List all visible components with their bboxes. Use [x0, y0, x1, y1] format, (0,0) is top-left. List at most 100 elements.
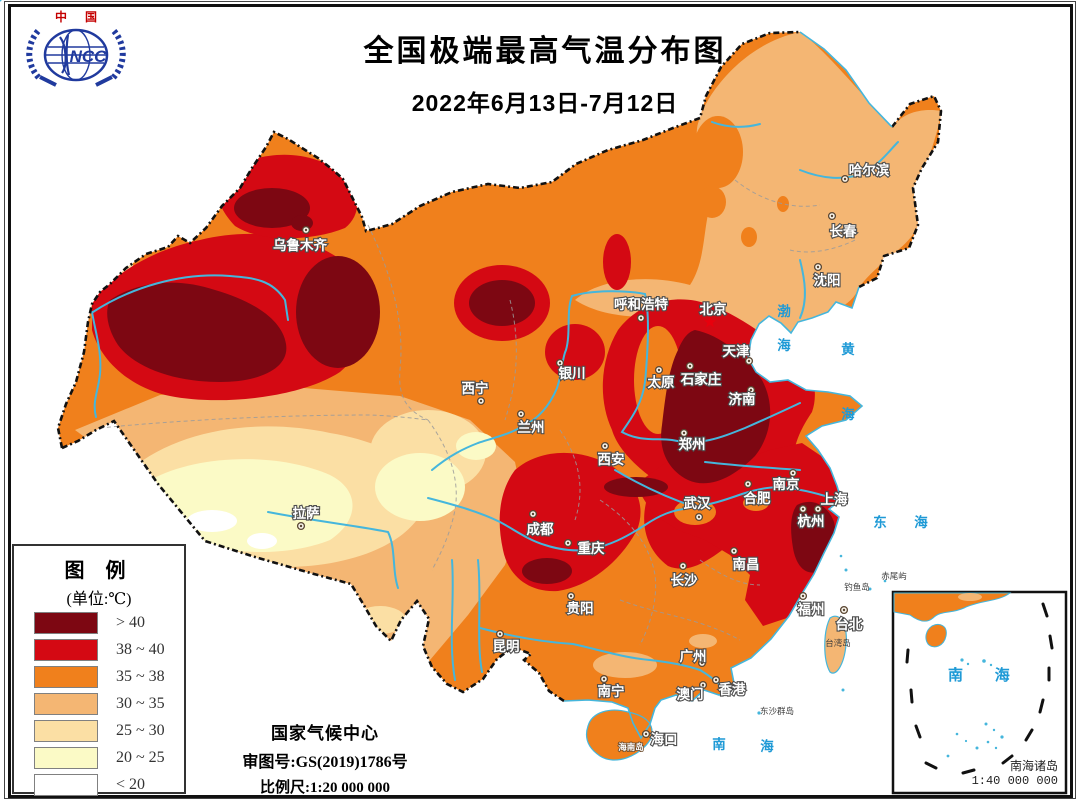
city-marker-dot	[639, 316, 643, 320]
map-title: 全国极端最高气温分布图	[363, 35, 727, 68]
inset-caption: 南海诸岛 1:40 000 000	[972, 757, 1058, 788]
sea-label: 黄	[841, 341, 855, 357]
legend-label: 30 ~ 35	[116, 694, 165, 712]
city-marker-dot	[701, 683, 705, 687]
legend-swatch	[34, 746, 98, 769]
city: 银川	[555, 358, 587, 382]
island-label: 台湾岛	[825, 638, 851, 648]
south-china-sea-inset	[891, 590, 1068, 795]
legend-row: > 40	[34, 609, 184, 636]
city-label: 北京	[700, 301, 727, 317]
map-scale: 比例尺:1:20 000 000	[260, 780, 390, 796]
city-label: 上海	[821, 491, 849, 507]
coastline	[563, 31, 893, 740]
island-label: 海南岛	[618, 742, 644, 752]
legend-row: 25 ~ 30	[34, 717, 184, 744]
legend-row: 20 ~ 25	[34, 744, 184, 771]
city: 长春	[827, 211, 858, 240]
city-marker-dot	[791, 471, 795, 475]
legend-unit: (单位:℃)	[66, 591, 132, 608]
city-label: 澳门	[677, 686, 704, 702]
city-marker-dot	[479, 399, 483, 403]
city-label: 济南	[729, 391, 756, 407]
city-label: 银川	[559, 365, 586, 381]
national-border	[56, 30, 943, 703]
city-label: 兰州	[518, 419, 545, 435]
city-marker-dot	[830, 214, 834, 218]
legend-row: 30 ~ 35	[34, 690, 184, 717]
city-marker-dot	[519, 412, 523, 416]
legend-row: < 20	[34, 771, 184, 798]
city: 乌鲁木齐	[272, 225, 329, 254]
city-marker-dot	[498, 632, 502, 636]
legend-swatch	[34, 611, 98, 634]
page-frame	[8, 4, 1073, 798]
sea-label: 海	[914, 514, 928, 530]
city: 呼和浩特	[613, 295, 670, 323]
page-frame-outer	[4, 1, 1076, 799]
legend-label: 35 ~ 38	[116, 667, 165, 685]
city-label: 呼和浩特	[614, 296, 668, 312]
legend-swatch	[34, 665, 98, 688]
legend-swatch	[34, 719, 98, 742]
city-label: 长春	[830, 223, 858, 239]
laurel-right-icon	[109, 29, 126, 82]
inset-sea-label: 南 海	[948, 668, 1024, 684]
city-marker-dot	[531, 512, 535, 516]
city: 福州	[795, 591, 826, 618]
legend-swatch	[34, 692, 98, 715]
legend-label: 38 ~ 40	[116, 640, 165, 658]
city: 沈阳	[812, 262, 842, 289]
city: 天津	[721, 342, 754, 366]
city-label: 成都	[527, 521, 555, 537]
agency-name: 国家气候中心	[271, 724, 379, 743]
city-marker-dot	[816, 265, 820, 269]
city: 南京	[771, 468, 801, 493]
city-label: 哈尔滨	[849, 162, 890, 178]
city-marker-dot	[644, 732, 648, 736]
city: 澳门	[675, 680, 708, 703]
city-marker-dot	[558, 361, 562, 365]
city-marker-dot	[842, 608, 846, 612]
city: 香港	[711, 675, 747, 698]
city-label: 石家庄	[680, 371, 722, 387]
sea-label: 海	[841, 406, 855, 422]
island-label: 东沙群岛	[760, 706, 794, 716]
sea-label: 渤	[777, 303, 791, 319]
city: 武汉	[682, 494, 712, 522]
ncc-logo: NCC	[26, 28, 126, 87]
legend-label: > 40	[116, 613, 146, 631]
city-label: 广州	[680, 648, 707, 664]
city-marker-dot	[816, 507, 820, 511]
map-credits: 国家气候中心 审图号:GS(2019)1786号 比例尺:1:20 000 00…	[205, 719, 445, 797]
city-label: 长沙	[671, 572, 699, 588]
approval-number: 审图号:GS(2019)1786号	[242, 754, 408, 771]
city-marker-dot	[682, 431, 686, 435]
laurel-left-icon	[26, 29, 43, 82]
city: 兰州	[516, 409, 546, 436]
city-marker-dot	[697, 515, 701, 519]
city-marker-dot	[714, 678, 718, 682]
city: 西宁	[460, 379, 490, 406]
city-marker-dot	[801, 594, 805, 598]
city: 南昌	[729, 546, 761, 573]
city-label: 福州	[797, 601, 825, 617]
legend-label: < 20	[116, 775, 146, 793]
city-label: 太原	[648, 374, 676, 390]
rivers	[91, 121, 899, 691]
city-label: 乌鲁木齐	[273, 237, 327, 253]
city: 北京	[698, 300, 728, 328]
city: 台北	[834, 605, 864, 633]
city: 上海	[813, 490, 849, 514]
city-label: 西安	[598, 451, 625, 467]
islands	[0, 0, 887, 761]
city: 昆明	[491, 629, 521, 655]
city-marker-dot	[700, 661, 704, 665]
city-marker-dot	[657, 368, 661, 372]
inset-islands	[946, 658, 1004, 758]
nine-dash-line	[905, 602, 1054, 775]
legend: 图 例 (单位:℃) > 40 38 ~ 40 35 ~ 38 30 ~ 35 25 ~…	[12, 544, 186, 796]
sea-label: 南	[712, 736, 726, 752]
